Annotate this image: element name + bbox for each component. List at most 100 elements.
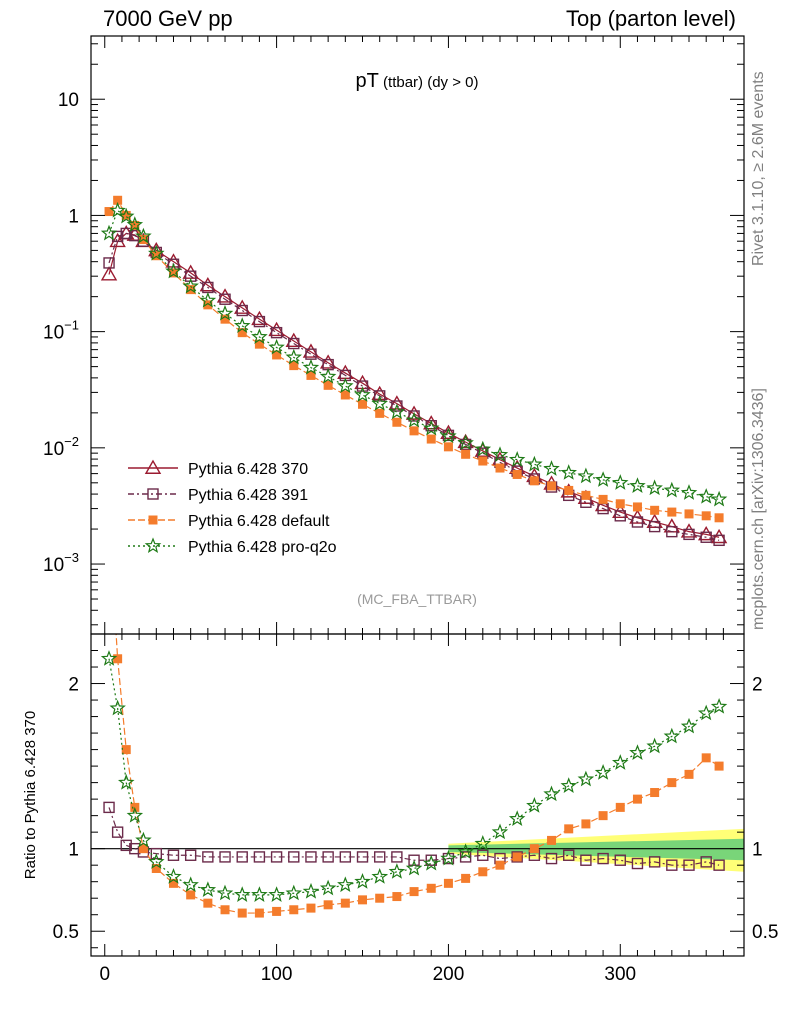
- y-tick-label: 10−1: [43, 318, 79, 344]
- ratio-series-1-point: [254, 908, 264, 918]
- ratio-series-0-point: [597, 852, 609, 865]
- main-series-3-point: [319, 367, 337, 384]
- main-series-1-point: [614, 510, 626, 522]
- ratio-series-0-point: [391, 851, 403, 863]
- ratio-series-1-point: [461, 873, 471, 883]
- ratio-series-2-point: [663, 727, 681, 744]
- main-series-1-point: [666, 525, 678, 538]
- main-series-3-point: [646, 479, 663, 496]
- ratio-series-1-point: [358, 895, 368, 905]
- main-series-3-point: [118, 207, 135, 224]
- ratio-series-1-point: [138, 844, 148, 854]
- ratio-series-2-point: [474, 835, 492, 851]
- ratio-series-0-point: [120, 839, 132, 852]
- ratio-series-0-point: [700, 856, 712, 868]
- main-series-2-point: [306, 370, 316, 380]
- main-series-0-point: [405, 405, 423, 420]
- plot-title: pT (ttbar) (dy > 0): [356, 70, 479, 92]
- ratio-series-2-point: [216, 884, 234, 901]
- ratio-series-2-point: [371, 868, 388, 884]
- y-tick-label: 10−3: [43, 550, 79, 576]
- ratio-series-0-point: [648, 856, 661, 868]
- ratio-series-2-point: [135, 831, 152, 848]
- main-series-3-point: [611, 474, 629, 490]
- main-series-2-point: [461, 449, 471, 459]
- legend-marker: [144, 459, 162, 474]
- main-series-0-point: [680, 523, 698, 538]
- main-series-2-point: [495, 463, 505, 473]
- ratio-series-2-point: [646, 737, 663, 754]
- ratio-series-0-point: [167, 849, 180, 861]
- main-series-2-point: [272, 350, 282, 360]
- main-series-2-point: [409, 426, 419, 436]
- ratio-series-2-point: [302, 882, 320, 899]
- plot-texts: 0 100 200 300 10 1 10−1 10−2 10−3 0.5 0.5 1 1 2 2 Ratio…: [22, 70, 778, 985]
- ratio-series-0-point: [631, 857, 644, 870]
- ratio-series-2-point: [491, 823, 509, 840]
- main-series-3-point: [594, 471, 612, 487]
- main-series-1-line: [108, 232, 720, 541]
- ratio-series-0-point: [563, 849, 575, 861]
- main-series-2-point: [289, 361, 299, 371]
- main-series-2-point: [375, 408, 385, 418]
- main-series-1-point: [459, 438, 472, 451]
- main-series-1-point: [120, 227, 132, 240]
- main-series-0-point: [216, 288, 234, 303]
- main-series-0-point: [594, 496, 612, 512]
- main-series-1-point: [184, 270, 197, 282]
- ratio-series-1-point: [529, 844, 539, 854]
- ratio-series-1-point: [409, 887, 419, 897]
- main-series-1-point: [219, 293, 231, 305]
- header-left-label: 7000 GeV pp: [103, 6, 233, 31]
- main-series-2-point: [130, 220, 140, 230]
- main-series-0-point: [234, 299, 251, 314]
- main-series-2-point: [714, 513, 724, 523]
- y-tick-label: 10−2: [43, 434, 79, 460]
- ratio-series-0-point: [339, 851, 352, 863]
- ratio-series-1-point: [632, 794, 642, 804]
- main-series-0-point: [285, 332, 302, 347]
- main-series-3-point: [710, 490, 728, 507]
- ratio-series-2-line: [108, 658, 720, 896]
- ratio-series-2-point: [251, 886, 268, 902]
- ratio-series-2-point: [543, 785, 560, 802]
- main-series-3-point: [268, 338, 285, 355]
- main-series-3-point: [680, 484, 698, 500]
- ratio-series-0-point: [614, 854, 626, 866]
- ratio-series-1-point: [392, 892, 402, 902]
- main-series-2-point: [564, 485, 574, 495]
- ratio-series-1-point: [426, 883, 436, 893]
- main-series-3-point: [216, 304, 234, 321]
- main-series-2-point: [113, 195, 123, 205]
- ratio-y-tick-label-left: 2: [68, 675, 79, 696]
- ratio-series-2-point: [611, 754, 629, 770]
- ratio-series-0-point: [408, 854, 420, 866]
- ratio-series-1-point: [272, 906, 282, 916]
- main-series-0-point: [371, 385, 388, 401]
- ratio-series-2-point: [117, 773, 135, 790]
- ratio-series-2-point: [388, 863, 406, 879]
- main-series-1-point: [391, 400, 403, 412]
- ratio-series-0-point: [184, 849, 197, 861]
- ratio-series-1-point: [714, 761, 724, 771]
- ratio-series-2-point: [354, 873, 371, 889]
- ratio-plot-marks: [100, 634, 728, 918]
- main-series-3-point: [560, 464, 578, 480]
- ratio-series-0-point: [322, 851, 334, 863]
- main-series-3-point: [251, 328, 268, 344]
- main-series-2-point: [529, 476, 539, 486]
- main-series-2-point: [340, 390, 350, 400]
- ratio-series-1-point: [443, 878, 453, 888]
- ratio-series-0-point: [459, 851, 472, 863]
- ratio-series-0-point: [666, 859, 678, 871]
- main-series-2-point: [220, 314, 230, 324]
- main-series-3-point: [405, 411, 423, 428]
- main-series-0-point: [319, 354, 337, 369]
- main-plot-marks: [100, 195, 728, 547]
- main-series-0-point: [440, 424, 457, 440]
- main-series-3-point: [629, 477, 646, 493]
- ratio-series-0-point: [713, 859, 725, 871]
- main-series-2-point: [598, 494, 608, 504]
- ratio-series-2-point: [423, 854, 440, 871]
